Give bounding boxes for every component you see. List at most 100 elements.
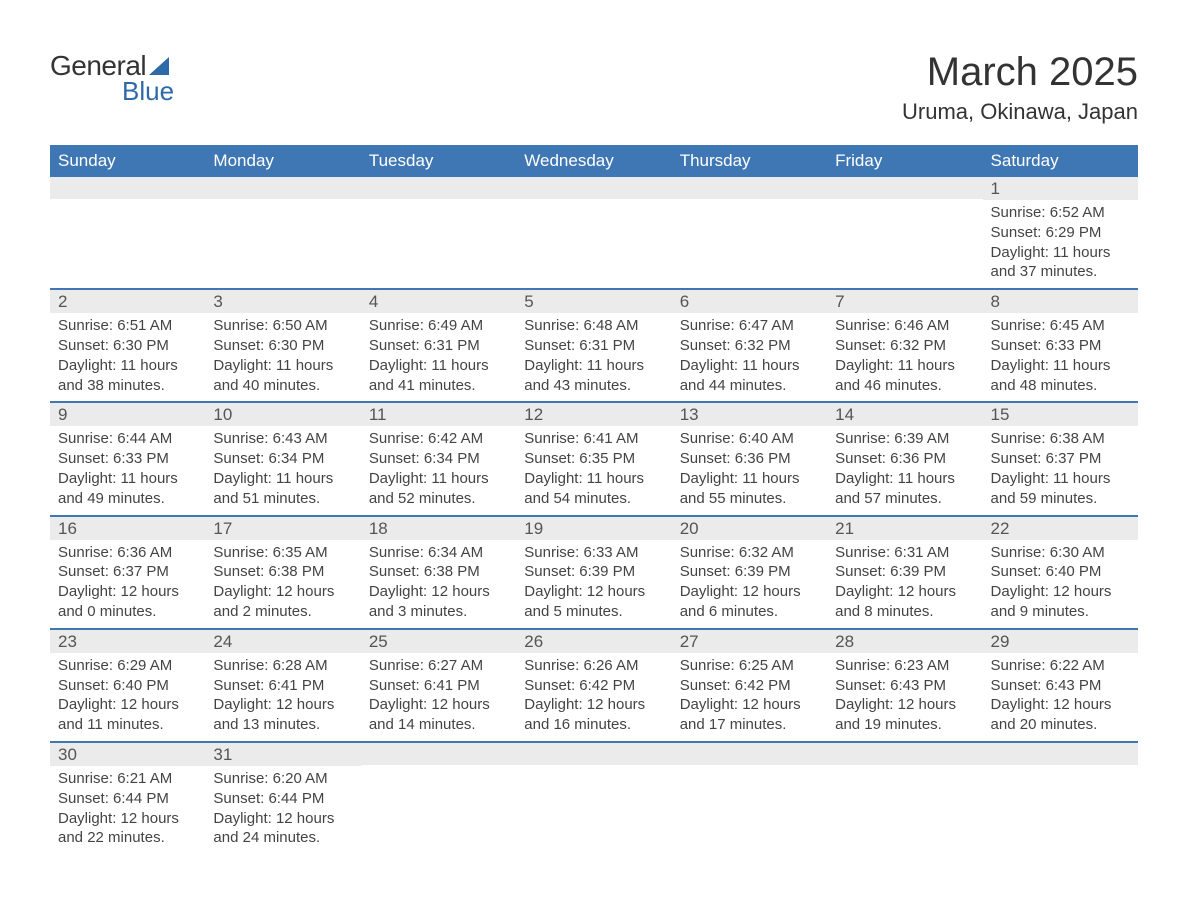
day-number: 28 — [827, 630, 982, 653]
day-details: Sunrise: 6:23 AMSunset: 6:43 PMDaylight:… — [827, 653, 982, 741]
day-details: Sunrise: 6:40 AMSunset: 6:36 PMDaylight:… — [672, 426, 827, 514]
calendar-week: 16Sunrise: 6:36 AMSunset: 6:37 PMDayligh… — [50, 517, 1138, 630]
day-number: 31 — [205, 743, 360, 766]
logo: General Blue — [50, 50, 174, 107]
calendar-day: 17Sunrise: 6:35 AMSunset: 6:38 PMDayligh… — [205, 517, 360, 628]
day-number: 30 — [50, 743, 205, 766]
calendar-day: 24Sunrise: 6:28 AMSunset: 6:41 PMDayligh… — [205, 630, 360, 741]
location-subtitle: Uruma, Okinawa, Japan — [902, 99, 1138, 125]
daylight-line: Daylight: 11 hours and 52 minutes. — [369, 469, 508, 509]
day-details: Sunrise: 6:26 AMSunset: 6:42 PMDaylight:… — [516, 653, 671, 741]
daylight-line: Daylight: 11 hours and 55 minutes. — [680, 469, 819, 509]
sunset-line: Sunset: 6:41 PM — [369, 676, 508, 696]
day-number: 14 — [827, 403, 982, 426]
daylight-line: Daylight: 12 hours and 20 minutes. — [991, 695, 1130, 735]
day-details: Sunrise: 6:20 AMSunset: 6:44 PMDaylight:… — [205, 766, 360, 854]
day-number: 15 — [983, 403, 1138, 426]
day-details: Sunrise: 6:46 AMSunset: 6:32 PMDaylight:… — [827, 313, 982, 401]
calendar-day: 20Sunrise: 6:32 AMSunset: 6:39 PMDayligh… — [672, 517, 827, 628]
day-number — [516, 743, 671, 765]
day-details: Sunrise: 6:33 AMSunset: 6:39 PMDaylight:… — [516, 540, 671, 628]
sunset-line: Sunset: 6:34 PM — [369, 449, 508, 469]
calendar-day: 23Sunrise: 6:29 AMSunset: 6:40 PMDayligh… — [50, 630, 205, 741]
daylight-line: Daylight: 11 hours and 38 minutes. — [58, 356, 197, 396]
day-details: Sunrise: 6:22 AMSunset: 6:43 PMDaylight:… — [983, 653, 1138, 741]
sunset-line: Sunset: 6:33 PM — [991, 336, 1130, 356]
sunset-line: Sunset: 6:30 PM — [213, 336, 352, 356]
calendar-week: 23Sunrise: 6:29 AMSunset: 6:40 PMDayligh… — [50, 630, 1138, 743]
calendar-day: 13Sunrise: 6:40 AMSunset: 6:36 PMDayligh… — [672, 403, 827, 514]
calendar-day: 18Sunrise: 6:34 AMSunset: 6:38 PMDayligh… — [361, 517, 516, 628]
sunset-line: Sunset: 6:31 PM — [369, 336, 508, 356]
day-number — [361, 743, 516, 765]
day-details: Sunrise: 6:49 AMSunset: 6:31 PMDaylight:… — [361, 313, 516, 401]
day-details: Sunrise: 6:50 AMSunset: 6:30 PMDaylight:… — [205, 313, 360, 401]
day-number — [361, 177, 516, 199]
day-number: 1 — [983, 177, 1138, 200]
calendar-day — [361, 743, 516, 854]
day-number: 11 — [361, 403, 516, 426]
day-number: 26 — [516, 630, 671, 653]
day-number: 29 — [983, 630, 1138, 653]
calendar-day: 11Sunrise: 6:42 AMSunset: 6:34 PMDayligh… — [361, 403, 516, 514]
sunrise-line: Sunrise: 6:38 AM — [991, 429, 1130, 449]
sunrise-line: Sunrise: 6:45 AM — [991, 316, 1130, 336]
daylight-line: Daylight: 11 hours and 59 minutes. — [991, 469, 1130, 509]
calendar-day — [516, 177, 671, 288]
calendar-day — [361, 177, 516, 288]
day-number: 12 — [516, 403, 671, 426]
calendar-day: 30Sunrise: 6:21 AMSunset: 6:44 PMDayligh… — [50, 743, 205, 854]
day-number: 4 — [361, 290, 516, 313]
sunset-line: Sunset: 6:42 PM — [680, 676, 819, 696]
daylight-line: Daylight: 11 hours and 51 minutes. — [213, 469, 352, 509]
calendar-week: 1Sunrise: 6:52 AMSunset: 6:29 PMDaylight… — [50, 177, 1138, 290]
calendar-day: 12Sunrise: 6:41 AMSunset: 6:35 PMDayligh… — [516, 403, 671, 514]
daylight-line: Daylight: 11 hours and 57 minutes. — [835, 469, 974, 509]
day-number: 18 — [361, 517, 516, 540]
sunset-line: Sunset: 6:42 PM — [524, 676, 663, 696]
calendar-day: 6Sunrise: 6:47 AMSunset: 6:32 PMDaylight… — [672, 290, 827, 401]
sunset-line: Sunset: 6:44 PM — [213, 789, 352, 809]
dow-monday: Monday — [205, 145, 360, 177]
logo-text-blue: Blue — [122, 76, 174, 107]
sunrise-line: Sunrise: 6:21 AM — [58, 769, 197, 789]
dow-friday: Friday — [827, 145, 982, 177]
daylight-line: Daylight: 11 hours and 49 minutes. — [58, 469, 197, 509]
sunrise-line: Sunrise: 6:46 AM — [835, 316, 974, 336]
calendar-day: 4Sunrise: 6:49 AMSunset: 6:31 PMDaylight… — [361, 290, 516, 401]
day-details: Sunrise: 6:21 AMSunset: 6:44 PMDaylight:… — [50, 766, 205, 854]
sunrise-line: Sunrise: 6:23 AM — [835, 656, 974, 676]
sunset-line: Sunset: 6:41 PM — [213, 676, 352, 696]
sunset-line: Sunset: 6:43 PM — [835, 676, 974, 696]
daylight-line: Daylight: 12 hours and 24 minutes. — [213, 809, 352, 849]
day-details: Sunrise: 6:41 AMSunset: 6:35 PMDaylight:… — [516, 426, 671, 514]
sunset-line: Sunset: 6:38 PM — [369, 562, 508, 582]
calendar-day: 10Sunrise: 6:43 AMSunset: 6:34 PMDayligh… — [205, 403, 360, 514]
daylight-line: Daylight: 12 hours and 8 minutes. — [835, 582, 974, 622]
dow-sunday: Sunday — [50, 145, 205, 177]
day-of-week-header: Sunday Monday Tuesday Wednesday Thursday… — [50, 145, 1138, 177]
day-details: Sunrise: 6:38 AMSunset: 6:37 PMDaylight:… — [983, 426, 1138, 514]
calendar-day: 25Sunrise: 6:27 AMSunset: 6:41 PMDayligh… — [361, 630, 516, 741]
sunrise-line: Sunrise: 6:47 AM — [680, 316, 819, 336]
sunset-line: Sunset: 6:35 PM — [524, 449, 663, 469]
day-number: 10 — [205, 403, 360, 426]
calendar-day: 3Sunrise: 6:50 AMSunset: 6:30 PMDaylight… — [205, 290, 360, 401]
daylight-line: Daylight: 12 hours and 14 minutes. — [369, 695, 508, 735]
sunset-line: Sunset: 6:31 PM — [524, 336, 663, 356]
day-details: Sunrise: 6:44 AMSunset: 6:33 PMDaylight:… — [50, 426, 205, 514]
day-number: 5 — [516, 290, 671, 313]
daylight-line: Daylight: 12 hours and 6 minutes. — [680, 582, 819, 622]
day-number — [672, 177, 827, 199]
calendar-day: 31Sunrise: 6:20 AMSunset: 6:44 PMDayligh… — [205, 743, 360, 854]
day-number: 9 — [50, 403, 205, 426]
day-number: 23 — [50, 630, 205, 653]
sunrise-line: Sunrise: 6:51 AM — [58, 316, 197, 336]
sunrise-line: Sunrise: 6:52 AM — [991, 203, 1130, 223]
dow-wednesday: Wednesday — [516, 145, 671, 177]
sunrise-line: Sunrise: 6:50 AM — [213, 316, 352, 336]
daylight-line: Daylight: 11 hours and 40 minutes. — [213, 356, 352, 396]
calendar-day: 26Sunrise: 6:26 AMSunset: 6:42 PMDayligh… — [516, 630, 671, 741]
sunset-line: Sunset: 6:43 PM — [991, 676, 1130, 696]
day-details: Sunrise: 6:31 AMSunset: 6:39 PMDaylight:… — [827, 540, 982, 628]
